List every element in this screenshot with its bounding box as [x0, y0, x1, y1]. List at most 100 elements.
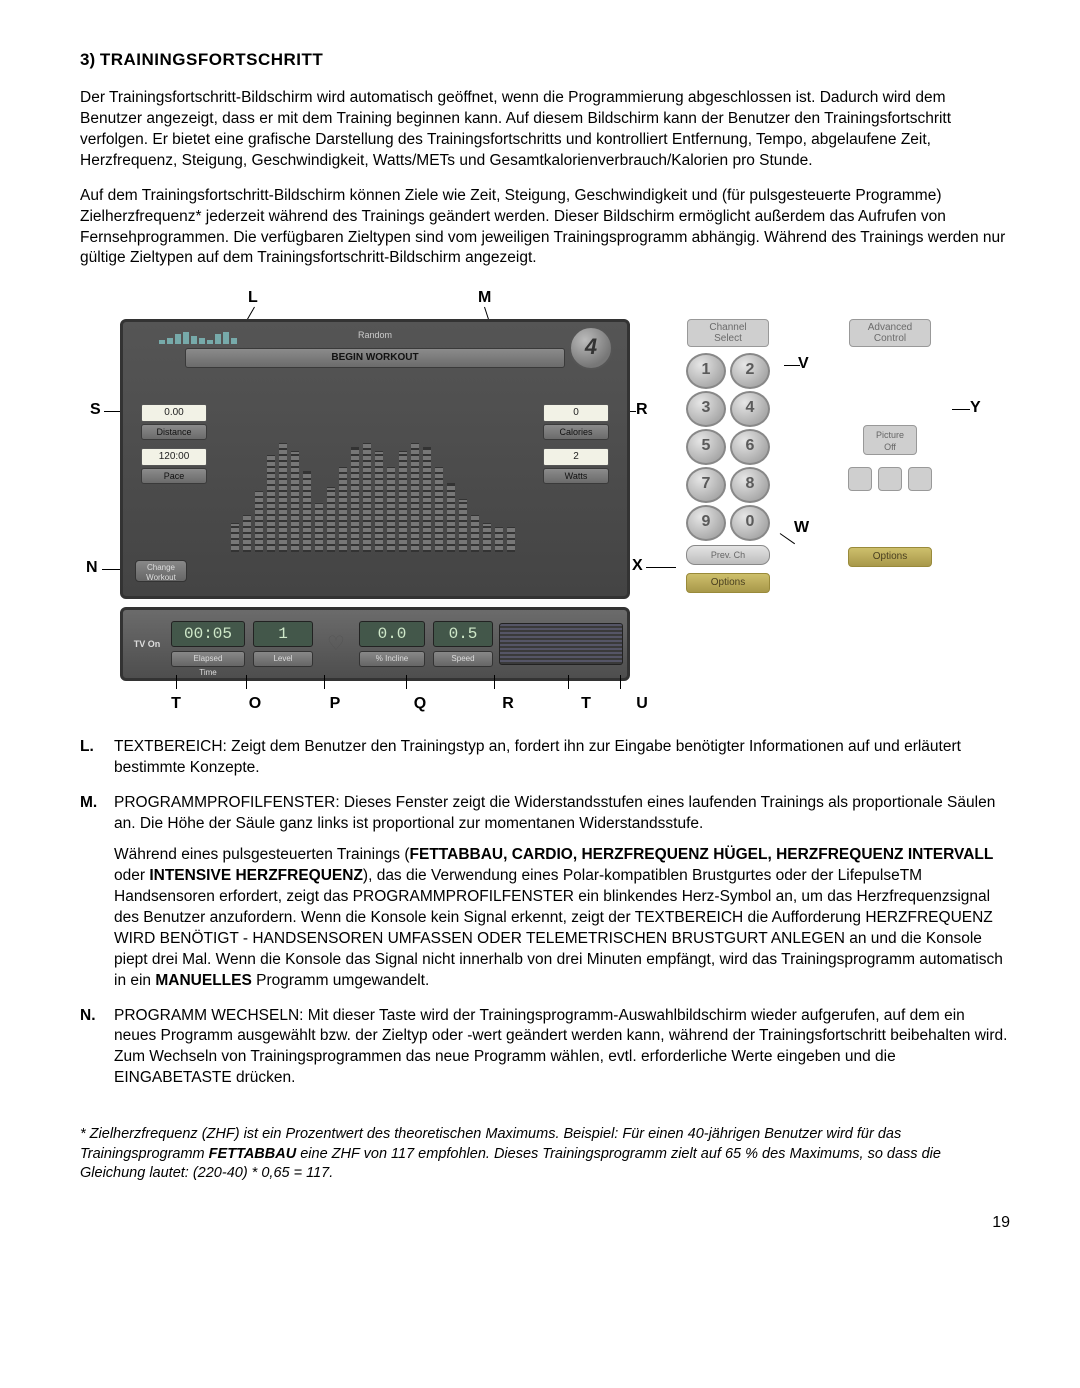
legend-M-text: PROGRAMMPROFILFENSTER: Dieses Fenster ze…	[114, 794, 995, 832]
profile-bar	[483, 523, 491, 552]
callout-R: R	[636, 401, 648, 419]
adv-icon[interactable]	[878, 467, 902, 491]
section-heading: 3) Trainingsfortschritt	[80, 50, 1010, 70]
bottom-callout-T: T	[548, 695, 624, 713]
callout-S: S	[90, 401, 101, 419]
keypad-key-0[interactable]: 0	[730, 505, 770, 541]
keypad-key-7[interactable]: 7	[686, 467, 726, 503]
calories-label[interactable]: Calories	[543, 424, 609, 440]
pace-label[interactable]: Pace	[141, 468, 207, 484]
legend-item-N: N. PROGRAMM WECHSELN: Mit dieser Taste w…	[80, 1006, 1010, 1090]
level-value: 1	[253, 621, 313, 647]
profile-bar	[435, 467, 443, 552]
intro-paragraph-2: Auf dem Trainingsfortschritt-Bildschirm …	[80, 186, 1010, 270]
footnote: * Zielherzfrequenz (ZHF) ist ein Prozent…	[80, 1125, 1010, 1184]
bottom-callout-row: TOPQRTU	[140, 695, 660, 713]
profile-bar	[351, 447, 359, 552]
watts-label[interactable]: Watts	[543, 468, 609, 484]
distance-value: 0.00	[141, 404, 207, 422]
profile-bar	[339, 467, 347, 552]
console: Random BEGIN WORKOUT 4 0.00 Distance 120…	[120, 319, 630, 699]
profile-bar	[231, 523, 239, 552]
console-screen: Random BEGIN WORKOUT 4 0.00 Distance 120…	[120, 319, 630, 599]
profile-bar	[315, 503, 323, 552]
legend-M-sub: Während eines pulsgesteuerten Trainings …	[114, 845, 1010, 991]
section-number: 3)	[80, 50, 95, 69]
adv-icon[interactable]	[908, 467, 932, 491]
callout-N: N	[86, 559, 98, 577]
profile-bar	[459, 499, 467, 552]
elapsed-time-value: 00:05	[171, 621, 245, 647]
profile-bar	[255, 491, 263, 552]
pace-value: 120:00	[141, 448, 207, 466]
page-number: 19	[80, 1214, 1010, 1232]
callout-W: W	[794, 519, 809, 537]
picture-off-button[interactable]: Picture Off	[863, 425, 917, 455]
profile-bar	[471, 515, 479, 552]
speed-label: Speed	[433, 651, 493, 667]
incline-value: 0.0	[359, 621, 425, 647]
bottom-callout-T: T	[140, 695, 212, 713]
keypad-key-2[interactable]: 2	[730, 353, 770, 389]
level-label: Level	[253, 651, 313, 667]
legend-list: L. TEXTBEREICH: Zeigt dem Benutzer den T…	[80, 737, 1010, 1089]
bottom-callout-O: O	[212, 695, 298, 713]
heart-icon: ♡	[323, 631, 349, 657]
bottom-callout-U: U	[624, 695, 660, 713]
profile-bar	[279, 443, 287, 552]
legend-L-text: TEXTBEREICH: Zeigt dem Benutzer den Trai…	[114, 737, 1010, 779]
profile-bar	[363, 443, 371, 552]
callout-X: X	[632, 557, 643, 575]
keypad-key-8[interactable]: 8	[730, 467, 770, 503]
begin-workout-banner[interactable]: BEGIN WORKOUT	[185, 348, 565, 368]
callout-L: L	[248, 289, 258, 307]
keypad-options-button[interactable]: Options	[686, 573, 770, 593]
keypad-key-1[interactable]: 1	[686, 353, 726, 389]
console-diagram: L M S N R X V W Y	[80, 289, 1000, 709]
profile-bar	[495, 527, 503, 552]
legend-N-text: PROGRAMM WECHSELN: Mit dieser Taste wird…	[114, 1006, 1010, 1090]
dro-extras-icon	[499, 623, 623, 665]
channel-keypad: Channel Select 1234567890 Prev. Ch Optio…	[668, 319, 788, 593]
prev-channel-button[interactable]: Prev. Ch	[686, 545, 770, 565]
data-readout-bar: TV On 00:05 Elapsed Time 1 Level ♡ 0.0 %…	[120, 607, 630, 681]
profile-bar	[447, 483, 455, 552]
adv-icon[interactable]	[848, 467, 872, 491]
profile-bar	[375, 451, 383, 552]
bottom-callout-Q: Q	[372, 695, 468, 713]
watts-value: 2	[543, 448, 609, 466]
section-title-text: Trainingsfortschritt	[100, 50, 323, 69]
callout-Y: Y	[970, 399, 981, 417]
tv-on-button[interactable]: TV On	[127, 639, 167, 649]
calories-value: 0	[543, 404, 609, 422]
advanced-control-column: Advanced Control Picture Off Options	[830, 319, 950, 567]
legend-item-L: L. TEXTBEREICH: Zeigt dem Benutzer den T…	[80, 737, 1010, 779]
callout-M: M	[478, 289, 491, 307]
channel-select-label: Channel Select	[687, 319, 769, 347]
program-profile-window	[231, 442, 531, 552]
change-workout-button[interactable]: Change Workout	[135, 560, 187, 582]
keypad-key-4[interactable]: 4	[730, 391, 770, 427]
incline-label: % Incline	[359, 651, 425, 667]
keypad-key-6[interactable]: 6	[730, 429, 770, 465]
speed-value: 0.5	[433, 621, 493, 647]
keypad-key-5[interactable]: 5	[686, 429, 726, 465]
profile-bar	[507, 527, 515, 552]
profile-bar	[399, 451, 407, 552]
profile-bar	[303, 471, 311, 552]
callout-V: V	[798, 355, 809, 373]
keypad-key-9[interactable]: 9	[686, 505, 726, 541]
program-name-label: Random	[358, 330, 392, 340]
bottom-callout-P: P	[298, 695, 372, 713]
intro-paragraph-1: Der Trainingsfortschritt-Bildschirm wird…	[80, 88, 1010, 172]
profile-bar	[423, 447, 431, 552]
profile-bar	[387, 467, 395, 552]
distance-label[interactable]: Distance	[141, 424, 207, 440]
profile-bar	[243, 515, 251, 552]
elapsed-time-label: Elapsed Time	[171, 651, 245, 667]
keypad-key-3[interactable]: 3	[686, 391, 726, 427]
advanced-control-label: Advanced Control	[849, 319, 931, 347]
profile-preview-icon	[159, 332, 237, 344]
profile-bar	[327, 487, 335, 552]
advanced-options-button[interactable]: Options	[848, 547, 932, 567]
